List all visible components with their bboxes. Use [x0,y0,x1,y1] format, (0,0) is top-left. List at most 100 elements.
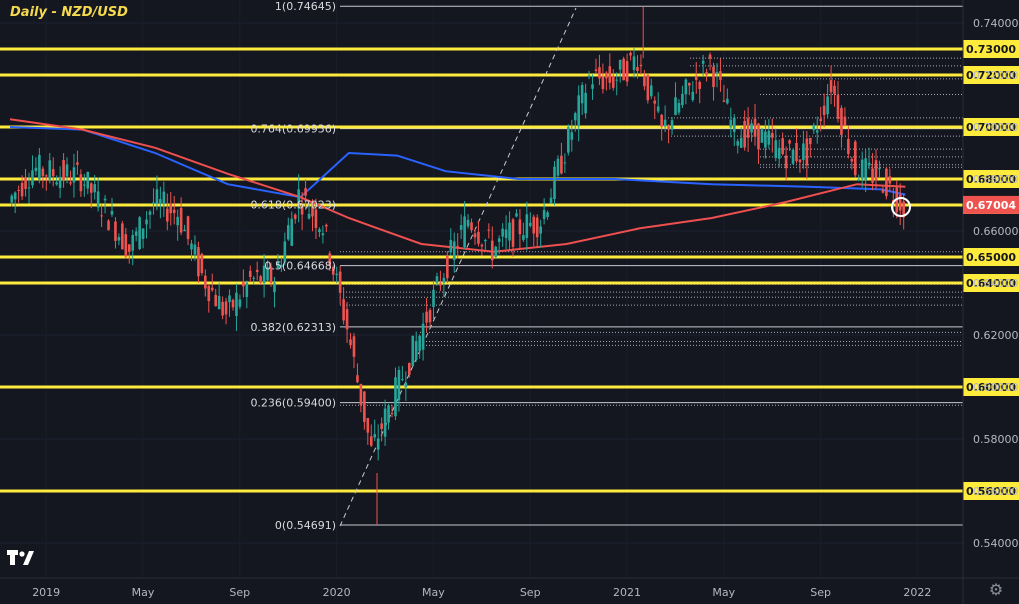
candle-body [698,82,701,89]
candle-body [708,54,712,59]
candle-body [615,79,619,81]
current-price-tag-text: 0.67004 [966,199,1016,212]
candle-body [853,141,857,176]
candle-body [24,177,27,189]
candle-body [100,215,103,217]
candle-body [874,160,878,181]
candle-body [162,191,166,204]
fibonacci-level-label: 0.382(0.62313) [250,321,336,334]
y-tick-label: 0.62000 [973,329,1019,342]
candle-body [83,184,86,186]
candle-body [646,74,650,101]
candle-body [280,264,283,268]
candle-body [487,229,491,231]
candle-body [788,140,791,144]
candle-body [802,143,805,161]
candle-body [245,282,249,298]
candle-body [359,383,363,406]
candle-body [318,229,321,233]
y-tick-label: 0.56000 [973,485,1019,498]
candle-body [107,220,110,231]
gear-icon[interactable]: ⚙ [988,580,1004,599]
candle-body [369,436,373,446]
candle-body [898,194,902,211]
candle-body [242,281,245,287]
candle-body [784,155,788,169]
candle-body [114,221,117,241]
candle-body [311,203,314,217]
fibonacci-level-label: 0.764(0.69936) [250,123,336,136]
candle-body [34,167,38,172]
candle-body [542,210,546,219]
candle-body [643,75,646,87]
x-tick-label: 2022 [903,586,931,599]
moving-average-blue [9,126,906,199]
candle-body [843,116,847,126]
candle-body [121,223,124,250]
candle-body [819,118,822,122]
candle-body [210,287,214,291]
candle-body [96,191,100,208]
candle-body [567,126,570,153]
candle-body [166,208,169,222]
x-tick-label: Sep [520,586,541,599]
candle-body [432,289,435,307]
candle-body [529,222,532,226]
candle-body [69,182,72,184]
candle-body [591,84,594,89]
candle-body [76,162,79,165]
candle-body [622,58,625,81]
candle-body [764,131,767,148]
candle-body [352,336,356,357]
candle-body [860,159,864,180]
x-tick-label: 2021 [613,586,641,599]
candle-body [684,79,688,95]
candle-body [508,222,511,241]
tradingview-logo-icon[interactable] [6,547,36,569]
candle-body [473,233,477,238]
time-axis[interactable]: 2019 May Sep 2020 May Sep 2021 May Sep 2022 [32,586,931,599]
candle-body [781,138,784,155]
candle-body [152,202,155,205]
candle-body [307,213,311,219]
candle-body [155,189,159,204]
candle-body [726,98,729,104]
y-tick-label: 0.54000 [973,537,1019,550]
current-price-tag-box [963,195,1019,214]
current-price-tag: 0.67004 [963,195,1019,214]
candle-body [518,219,522,235]
candle-body [729,119,733,128]
candle-body [124,234,128,257]
x-tick-label: May [422,586,445,599]
candle-body [777,147,781,159]
candle-body [380,423,383,430]
candle-body [750,123,753,133]
horizontal-level-tag [963,66,1019,84]
candle-body [13,192,17,200]
candle-body [248,270,252,277]
candle-body [266,267,269,281]
candle-body [511,219,515,247]
candle-body [193,244,197,255]
horizontal-level-tag [963,170,1019,188]
x-tick-label: May [132,586,155,599]
candle-body [639,64,643,67]
candle-body [577,95,580,127]
candle-body [670,120,674,130]
candle-body [190,243,193,250]
horizontal-levels[interactable]: 0.730000.720000.700000.680000.670000.650… [0,40,1019,500]
candle-body [667,125,670,130]
chart-title: Daily - NZD/USD [10,5,128,20]
candle-body [363,391,366,422]
fibonacci-level-label: 0.5(0.64668) [264,260,336,273]
candle-body [549,197,553,204]
candle-body [345,309,349,330]
y-tick-label: 0.68000 [973,173,1019,186]
candle-body [131,235,135,251]
price-axis[interactable]: 0.74000 0.72000 0.70000 0.68000 0.66000 0.640… [973,17,1019,550]
candle-body [656,106,660,112]
candle-body [10,195,14,203]
candle-body [553,166,556,200]
